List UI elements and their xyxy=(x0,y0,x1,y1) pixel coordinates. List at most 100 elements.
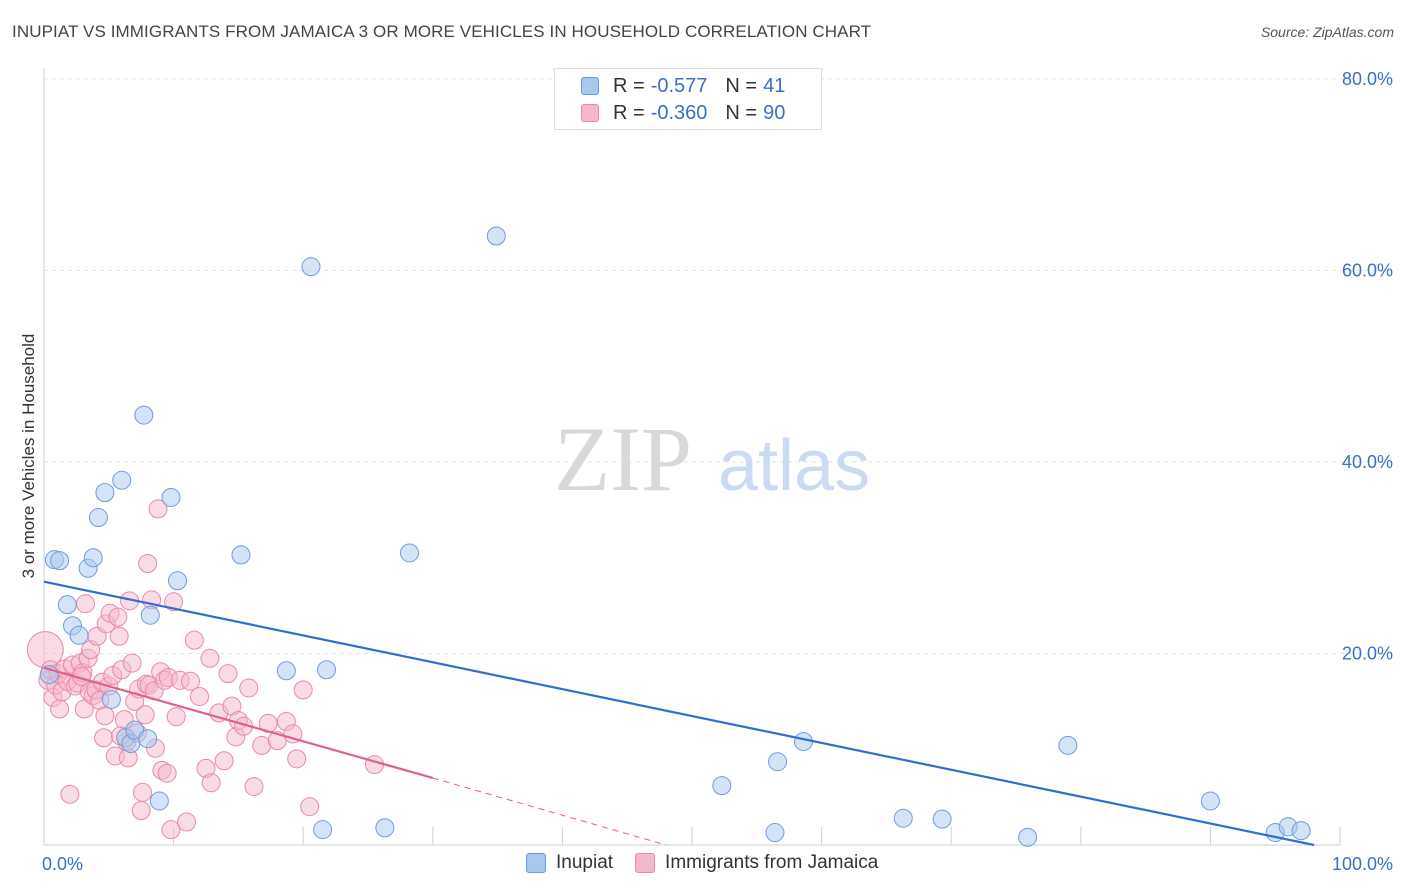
inupiat-points xyxy=(39,226,1311,847)
legend-n-label: N = xyxy=(725,101,758,124)
legend-r-label: R = xyxy=(613,101,645,124)
legend-swatch-inupiat xyxy=(581,77,599,95)
legend-label-inupiat: Inupiat xyxy=(556,852,614,873)
inupiat-point xyxy=(932,809,952,829)
jamaica-point xyxy=(200,648,220,668)
inupiat-point xyxy=(793,732,813,752)
inupiat-point xyxy=(83,548,103,568)
jamaica-point xyxy=(180,671,200,691)
jamaica-point xyxy=(300,797,320,817)
jamaica-point xyxy=(132,782,152,802)
jamaica-point xyxy=(122,653,142,673)
inupiat-point xyxy=(161,487,181,507)
inupiat-point xyxy=(276,661,296,681)
source-label: Source: ZipAtlas.com xyxy=(1260,24,1394,40)
trend-lines xyxy=(43,580,1315,847)
inupiat-point xyxy=(765,823,785,843)
jamaica-point xyxy=(164,592,184,612)
legend-row-jamaica: R = -0.360 N = 90 xyxy=(581,100,785,126)
watermark-zip: ZIP xyxy=(554,408,692,510)
legend-r-label: R = xyxy=(613,74,645,97)
legend-item-inupiat: Inupiat xyxy=(526,852,613,874)
legend-r-value: -0.577 xyxy=(650,74,708,97)
jamaica-point xyxy=(218,664,238,684)
jamaica-point xyxy=(74,699,94,719)
jamaica-point xyxy=(131,801,151,821)
inupiat-point xyxy=(1200,791,1220,811)
jamaica-point xyxy=(190,687,210,707)
inupiat-point xyxy=(112,470,132,490)
inupiat-point xyxy=(69,625,89,645)
inupiat-point xyxy=(95,483,115,503)
legend-row-inupiat: R = -0.577 N = 41 xyxy=(581,73,785,99)
legend-n-label: N = xyxy=(725,74,758,97)
legend-swatch-jamaica xyxy=(581,104,599,122)
y-axis-label: 3 or more Vehicles in Household xyxy=(19,334,38,579)
legend-n-value: 90 xyxy=(763,101,786,124)
x-tick-label: 0.0% xyxy=(42,854,83,874)
jamaica-trend-line xyxy=(43,666,434,780)
legend-r-value: -0.360 xyxy=(650,101,708,124)
jamaica-point xyxy=(293,680,313,700)
legend-label-jamaica: Immigrants from Jamaica xyxy=(665,852,879,873)
tick-labels: 20.0% 40.0% 60.0% 80.0% 0.0% 100.0% xyxy=(42,69,1393,874)
series-legend: Inupiat Immigrants from Jamaica xyxy=(526,852,900,874)
jamaica-point xyxy=(60,784,80,804)
jamaica-point xyxy=(184,630,204,650)
jamaica-point xyxy=(214,751,234,771)
watermark: ZIP atlas xyxy=(554,408,870,510)
inupiat-point xyxy=(768,752,788,772)
jamaica-trend-extension xyxy=(432,777,667,846)
inupiat-point xyxy=(301,257,321,277)
y-tick-label: 20.0% xyxy=(1342,644,1393,664)
inupiat-point xyxy=(138,729,158,749)
jamaica-point xyxy=(94,728,114,748)
jamaica-point xyxy=(161,820,181,840)
inupiat-point xyxy=(134,405,154,425)
inupiat-point xyxy=(149,791,169,811)
inupiat-point xyxy=(50,551,70,571)
inupiat-point xyxy=(101,689,121,709)
inupiat-point xyxy=(317,660,337,680)
inupiat-point xyxy=(486,226,506,246)
jamaica-point xyxy=(177,812,197,832)
inupiat-point xyxy=(1018,827,1038,847)
chart-title: INUPIAT VS IMMIGRANTS FROM JAMAICA 3 OR … xyxy=(12,22,872,41)
jamaica-point xyxy=(364,755,384,775)
axes xyxy=(43,68,1340,846)
jamaica-point xyxy=(75,594,95,614)
inupiat-point xyxy=(313,820,333,840)
x-tick-label: 100.0% xyxy=(1332,854,1393,874)
jamaica-point xyxy=(283,724,303,744)
jamaica-point xyxy=(166,707,186,727)
inupiat-point xyxy=(893,808,913,828)
jamaica-point xyxy=(138,553,158,573)
inupiat-point xyxy=(712,776,732,796)
stats-legend: R = -0.577 N = 41 R = -0.360 N = 90 xyxy=(554,68,822,130)
jamaica-point xyxy=(50,699,70,719)
inupiat-point xyxy=(1291,821,1311,841)
inupiat-point xyxy=(399,543,419,563)
jamaica-point xyxy=(157,763,177,783)
jamaica-point xyxy=(108,607,128,627)
watermark-atlas: atlas xyxy=(718,426,870,506)
y-tick-label: 60.0% xyxy=(1342,261,1393,281)
legend-n-value: 41 xyxy=(763,74,786,97)
inupiat-point xyxy=(1058,735,1078,755)
legend-item-jamaica: Immigrants from Jamaica xyxy=(635,852,878,874)
legend-swatch-jamaica xyxy=(635,853,656,873)
inupiat-point xyxy=(140,605,160,625)
jamaica-point xyxy=(201,773,221,793)
inupiat-point xyxy=(88,508,108,528)
y-tick-label: 40.0% xyxy=(1342,452,1393,472)
jamaica-point xyxy=(287,749,307,769)
legend-swatch-inupiat xyxy=(526,853,546,873)
inupiat-trend-line xyxy=(43,580,1315,847)
inupiat-point xyxy=(231,545,251,565)
y-tick-label: 80.0% xyxy=(1342,69,1393,89)
inupiat-point xyxy=(167,571,187,591)
jamaica-point xyxy=(244,777,264,797)
jamaica-point xyxy=(239,678,259,698)
jamaica-point xyxy=(135,705,155,725)
